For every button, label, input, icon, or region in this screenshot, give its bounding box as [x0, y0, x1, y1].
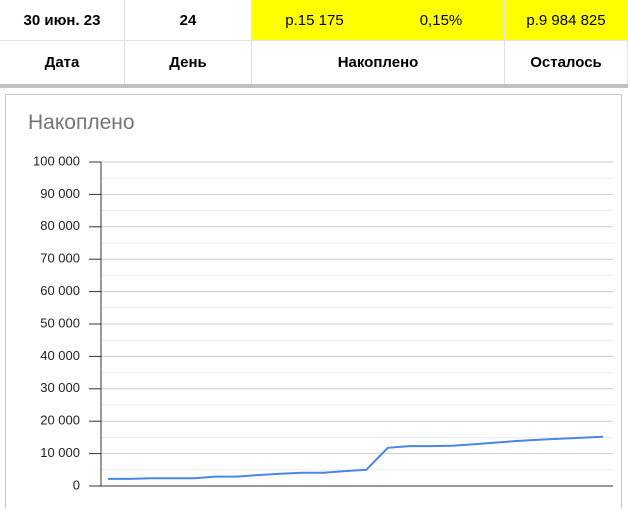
chart: Накоплено 0 10 000 20 000 30 000 40 000 50 00… — [28, 111, 613, 492]
cell[interactable]: 30 июн. 23 — [0, 0, 125, 41]
chart-title: Накоплено — [28, 111, 135, 134]
frozen-divider — [0, 84, 628, 88]
y-tick-label: 0 — [73, 477, 80, 492]
cell[interactable]: р.15 175 — [252, 0, 378, 41]
y-tick-label: 30 000 — [40, 380, 80, 395]
cell[interactable]: Дата — [0, 41, 125, 85]
chart-box[interactable]: Накоплено 0 10 000 20 000 30 000 40 000 50 00… — [5, 94, 622, 509]
y-tick-label: 10 000 — [40, 445, 80, 460]
cell[interactable]: Осталось — [505, 41, 628, 85]
cell[interactable]: 24 — [125, 0, 252, 41]
data-line — [108, 435, 604, 480]
y-tick-label: 20 000 — [40, 413, 80, 428]
cell[interactable]: День — [125, 41, 252, 85]
y-tick-label: 90 000 — [40, 186, 80, 201]
cell[interactable]: Накоплено — [252, 41, 505, 85]
y-tick-label: 60 000 — [40, 283, 80, 298]
cell[interactable]: р.9 984 825 — [505, 0, 628, 41]
y-tick-label: 40 000 — [40, 348, 80, 363]
y-tick-label: 80 000 — [40, 218, 80, 233]
y-tick-label: 50 000 — [40, 315, 80, 330]
y-tick-label: 70 000 — [40, 251, 80, 266]
cell[interactable]: 0,15% — [378, 0, 505, 41]
y-tick-label: 100 000 — [33, 153, 80, 168]
